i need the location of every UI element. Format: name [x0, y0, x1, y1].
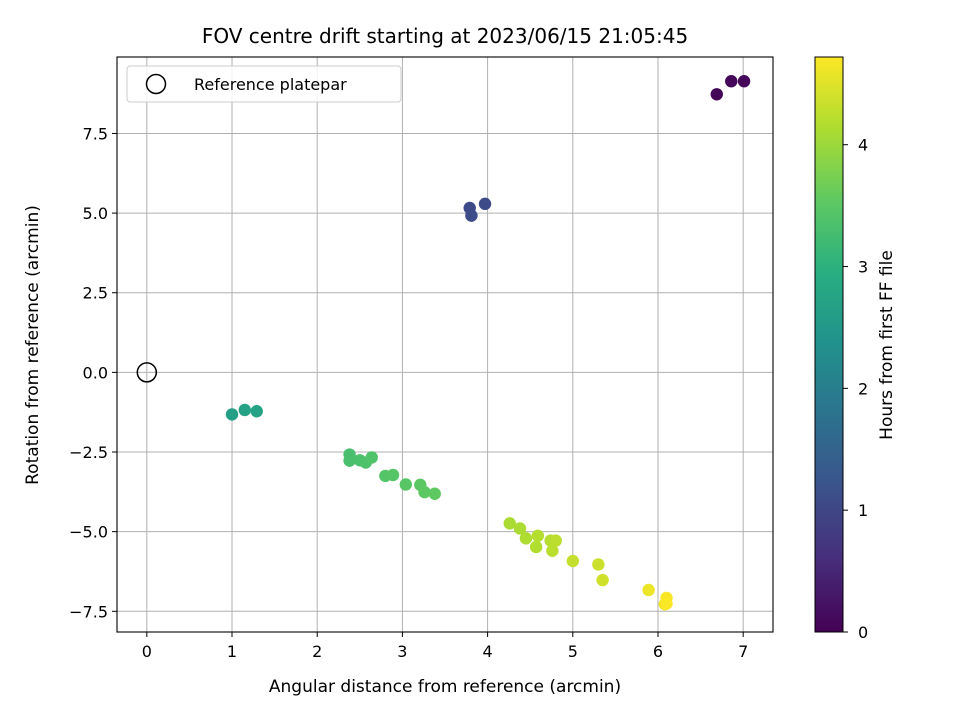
data-point [250, 405, 263, 418]
data-point [418, 485, 431, 499]
y-tick-label: 5.0 [83, 204, 108, 223]
data-points [225, 75, 751, 611]
x-tick-label: 4 [483, 642, 493, 661]
data-point [531, 529, 545, 542]
data-point [596, 573, 609, 587]
reference-platepar-point [136, 362, 158, 383]
data-point [465, 209, 478, 222]
x-tick-label: 3 [397, 642, 407, 661]
data-point [238, 403, 251, 417]
x-tick-label: 0 [142, 642, 152, 661]
legend: Reference platepar [126, 65, 402, 103]
x-tick-label: 7 [738, 642, 748, 661]
data-point [386, 468, 400, 482]
x-tick-label: 6 [653, 642, 663, 661]
data-point [365, 451, 378, 464]
data-point [566, 554, 579, 568]
data-point [399, 478, 413, 491]
legend-reference-label: Reference platepar [194, 75, 347, 94]
colorbar-gradient [814, 56, 844, 633]
reference-marker [136, 362, 158, 383]
colorbar-ticks: 0 1 2 3 4 [843, 136, 868, 642]
y-tick-label: 0.0 [83, 363, 108, 382]
x-axis-label: Angular distance from reference (arcmin) [269, 677, 621, 697]
data-point [592, 558, 605, 571]
data-point [546, 544, 559, 557]
y-tick-label: 2.5 [83, 284, 108, 303]
data-point [225, 408, 239, 421]
y-tick-label: −7.5 [69, 602, 108, 621]
y-axis-label: Rotation from reference (arcmin) [23, 205, 43, 485]
colorbar-tick-label: 0 [858, 623, 868, 642]
data-point [737, 75, 751, 88]
x-tick-label: 2 [312, 642, 322, 661]
legend-reference-marker-icon [145, 73, 167, 95]
data-point [519, 532, 533, 545]
colorbar-label: Hours from first FF file [877, 250, 897, 440]
grid-lines [117, 57, 773, 632]
plot-frame [116, 56, 774, 633]
legend-box [126, 65, 402, 103]
colorbar: 0 1 2 3 4 Hours from first FF file [814, 56, 897, 642]
x-axis-ticks: 0 1 2 3 4 5 6 7 [142, 632, 748, 661]
y-axis-ticks: −7.5 −5.0 −2.5 0.0 2.5 5.0 7.5 [69, 124, 117, 621]
data-point [710, 88, 723, 101]
data-point [642, 583, 655, 597]
data-point [503, 517, 516, 530]
data-point [725, 75, 738, 88]
colorbar-tick-label: 1 [858, 501, 868, 520]
colorbar-tick-label: 2 [858, 379, 868, 398]
y-tick-label: −5.0 [69, 523, 108, 542]
data-point [549, 534, 562, 547]
data-point [660, 597, 673, 610]
chart-title: FOV centre drift starting at 2023/06/15 … [202, 24, 688, 48]
y-tick-label: 7.5 [83, 124, 108, 143]
colorbar-tick-label: 4 [858, 136, 868, 155]
data-point [343, 454, 356, 467]
data-point [478, 197, 492, 211]
y-tick-label: −2.5 [69, 443, 108, 462]
colorbar-tick-label: 3 [858, 258, 868, 277]
data-point [529, 540, 543, 554]
data-point [428, 487, 441, 500]
x-tick-label: 1 [227, 642, 237, 661]
x-tick-label: 5 [568, 642, 578, 661]
data-point [513, 522, 527, 535]
